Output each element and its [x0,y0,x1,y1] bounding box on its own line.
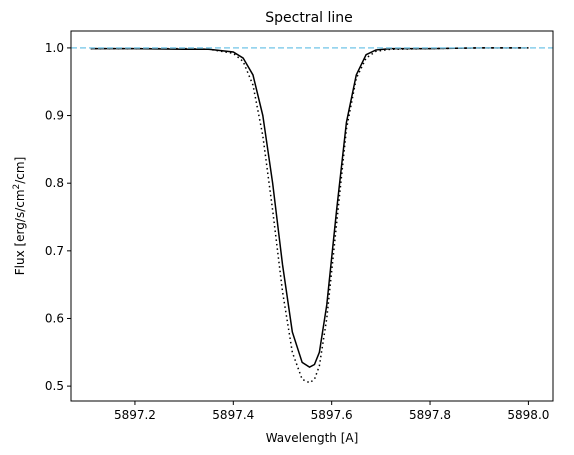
y-axis-label-exponent: 2 [12,184,22,190]
x-axis: 5897.2 5897.4 5897.6 5897.8 5898.0 [114,401,549,422]
x-tick-label: 5897.4 [212,408,254,422]
dotted-series-line [90,47,529,384]
plot-area [71,47,553,384]
y-tick-label: 0.7 [45,244,64,258]
chart-title: Spectral line [265,10,353,26]
solid-series-line [90,47,529,369]
x-axis-label: Wavelength [A] [266,431,359,445]
y-tick-label: 1.0 [45,41,64,55]
y-axis-label-suffix: /cm] [13,157,27,184]
y-tick-label: 0.6 [45,311,64,325]
axes-frame [70,30,554,402]
y-tick-label: 0.5 [45,379,64,393]
x-tick-label: 5897.8 [409,408,451,422]
x-tick-label: 5897.2 [114,408,156,422]
x-tick-label: 5898.0 [507,408,549,422]
y-axis-label-main: Flux [erg/s/cm [13,189,27,275]
y-tick-label: 0.9 [45,109,64,123]
y-axis-label: Flux [erg/s/cm2/cm] [12,157,27,276]
x-tick-label: 5897.6 [311,408,353,422]
y-tick-label: 0.8 [45,176,64,190]
y-axis: 0.5 0.6 0.7 0.8 0.9 1.0 [45,41,71,393]
